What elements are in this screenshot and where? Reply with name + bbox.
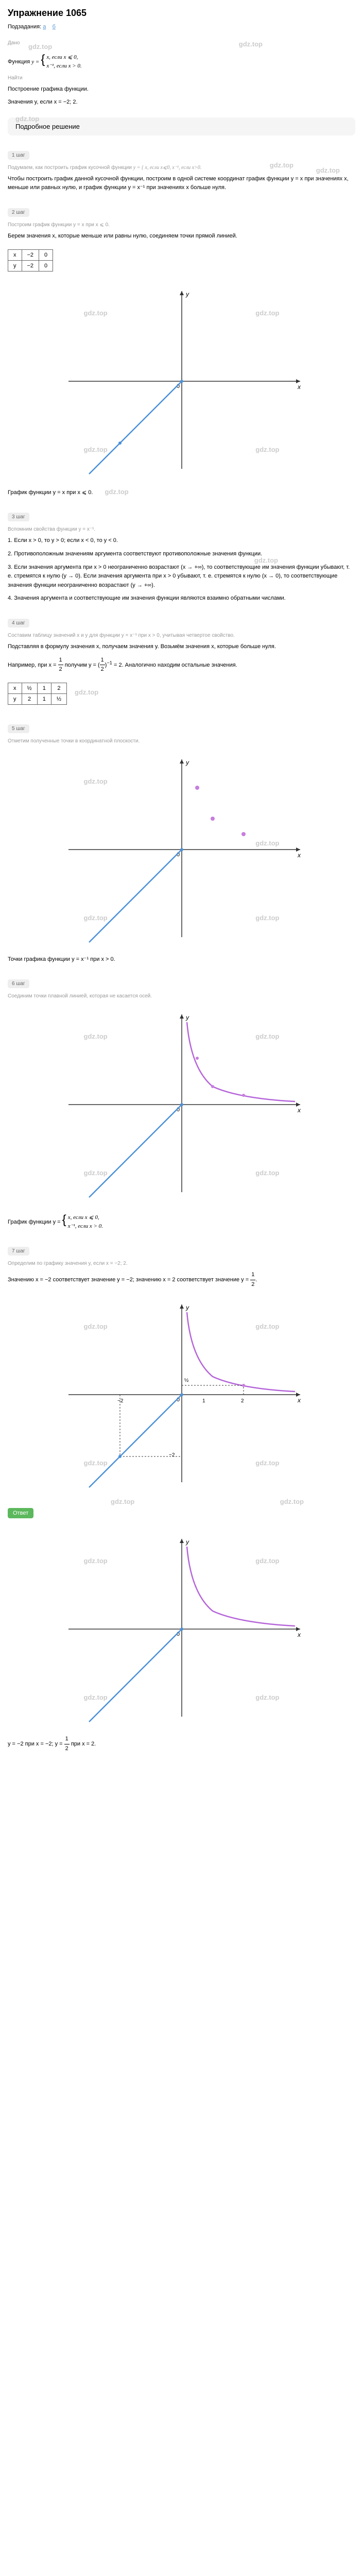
step-4-body2: Например, при x = 12 получим y = (12)−1 … [8, 656, 355, 674]
step-5-text: Отметим полученные точки в координатной … [8, 738, 355, 744]
svg-text:x: x [297, 383, 301, 391]
subtask-b-link[interactable]: б [53, 24, 56, 30]
svg-text:y: y [185, 1304, 189, 1311]
step-3-item-1: 1. Если x > 0, то y > 0; если x < 0, то … [8, 536, 355, 546]
svg-text:y: y [185, 291, 189, 298]
given-label: Дано [8, 40, 355, 46]
find-text: Построение графика функции. [8, 85, 355, 94]
watermark: gdz.top [75, 688, 98, 696]
chart-2-caption: Точки графика функции y = x⁻¹ при x > 0. [8, 955, 355, 964]
step-3-text: Вспомним свойства функции y = x⁻¹. [8, 527, 355, 532]
graph-2-svg: x y 0 [53, 752, 310, 947]
subtasks-label: Подзадания: [8, 24, 41, 30]
step-3-item-3: 3. Если значения аргумента при x > 0 нео… [8, 563, 355, 590]
watermark: gdz.top [280, 1498, 304, 1505]
svg-text:2: 2 [241, 1398, 244, 1404]
svg-text:x: x [297, 1107, 301, 1114]
step-4-text: Составим таблицу значений x и y для функ… [8, 633, 355, 638]
svg-text:1: 1 [202, 1398, 205, 1404]
step-6-badge: 6 шаг [8, 979, 29, 988]
chart-3: gdz.top gdz.top gdz.top gdz.top x y 0 [53, 1007, 310, 1202]
svg-text:½: ½ [184, 1378, 189, 1383]
graph-5-svg: x y 0 [53, 1531, 310, 1727]
step-2-text: Построим график функции y = x при x ⩽ 0. [8, 222, 355, 228]
answer-badge: Ответ [8, 1508, 33, 1518]
solution-heading: Подробное решение [8, 117, 355, 135]
svg-text:x: x [297, 1631, 301, 1638]
exercise-title: Упражнение 1065 [8, 8, 355, 19]
svg-text:x: x [297, 1397, 301, 1404]
graph-1-svg: x y 0 [53, 283, 310, 479]
svg-text:−2: −2 [169, 1452, 175, 1458]
svg-text:x: x [297, 852, 301, 859]
answer-text: y = −2 при x = −2; y = 12 при x = 2. [8, 1735, 355, 1753]
step-7-text: Определим по графику значения y, если x … [8, 1261, 355, 1266]
values-text: Значения y, если x = −2; 2. [8, 98, 355, 107]
chart-5: gdz.top gdz.top gdz.top gdz.top x y 0 [53, 1531, 310, 1727]
subtask-a-link[interactable]: a [43, 24, 46, 30]
step-3-badge: 3 шаг [8, 513, 29, 521]
svg-text:−2: −2 [117, 1398, 124, 1404]
chart-1-caption: График функции y = x при x ⩽ 0. gdz.top [8, 487, 355, 498]
function-def: Функция y = { x, если x ⩽ 0, x⁻¹, если x… [8, 50, 355, 71]
step-2-body: Берем значения x, которые меньше или рав… [8, 232, 355, 241]
step-2-badge: 2 шаг [8, 208, 29, 217]
svg-text:y: y [185, 1538, 189, 1546]
step-1-text: Подумаем, как построить график кусочной … [8, 165, 355, 171]
step-4-body1: Подставляя в формулу значения x, получае… [8, 642, 355, 652]
svg-text:y: y [185, 759, 189, 766]
step-5-badge: 5 шаг [8, 724, 29, 733]
table-2: x½12 y21½ [8, 683, 67, 705]
step-1-body: Чтобы построить график данной кусочной ф… [8, 175, 355, 193]
svg-text:y: y [185, 1014, 189, 1021]
chart-4: gdz.top gdz.top gdz.top gdz.top x y 0 −2… [53, 1297, 310, 1493]
subtasks-row: Подзадания: a б [8, 24, 355, 30]
step-4-badge: 4 шаг [8, 619, 29, 628]
chart-2: gdz.top gdz.top gdz.top gdz.top x y 0 [53, 752, 310, 947]
chart-3-caption: График функции y = { x, если x ⩽ 0, x⁻¹,… [8, 1210, 355, 1231]
step-7-badge: 7 шаг [8, 1247, 29, 1256]
step-3-item-2: 2. Противоположным значениям аргумента с… [8, 550, 355, 559]
graph-4-svg: x y 0 −2 −2 2 ½ 1 [53, 1297, 310, 1493]
chart-1: gdz.top gdz.top gdz.top gdz.top x y 0 [53, 283, 310, 479]
watermark: gdz.top [111, 1498, 134, 1505]
step-1-badge: 1 шаг [8, 151, 29, 160]
table-1: x−20 y−20 [8, 249, 53, 272]
graph-3-svg: x y 0 [53, 1007, 310, 1202]
step-7-body: Значению x = −2 соответствует значение y… [8, 1270, 355, 1289]
step-6-text: Соединим точки плавной линией, которая н… [8, 993, 355, 999]
step-3-item-4: 4. Значения аргумента и соответствующие … [8, 594, 355, 603]
find-label: Найти [8, 75, 355, 81]
